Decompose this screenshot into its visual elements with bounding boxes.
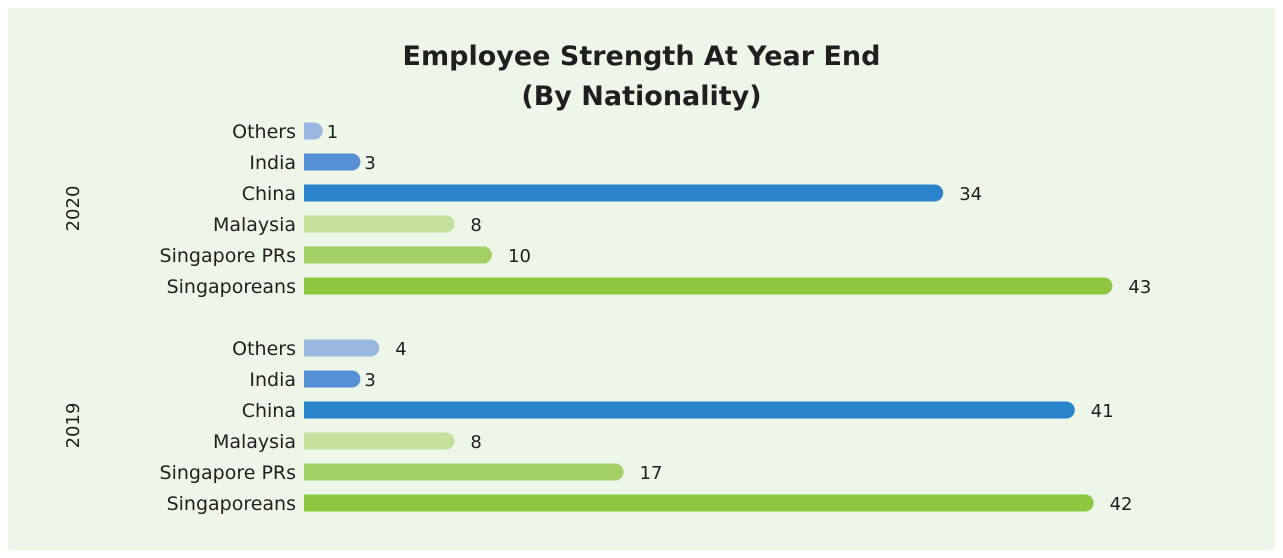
- category-label: India: [249, 369, 296, 391]
- group-label-2020: 2020: [63, 186, 84, 232]
- bar-2020-singapore-prs: [304, 246, 492, 264]
- chart-subtitle: (By Nationality): [521, 81, 762, 112]
- value-label: 3: [364, 370, 375, 391]
- category-label: India: [249, 152, 296, 174]
- value-label: 10: [508, 246, 531, 267]
- category-label: China: [242, 400, 296, 422]
- bar-2020-malaysia: [304, 215, 455, 233]
- value-label: 43: [1128, 277, 1151, 298]
- bar-2020-others: [304, 122, 323, 140]
- bar-2019-india: [304, 370, 361, 388]
- bar-2020-china: [304, 184, 944, 202]
- category-label: Malaysia: [213, 431, 296, 453]
- value-label: 8: [470, 432, 481, 453]
- category-label: Singaporeans: [167, 276, 296, 298]
- bar-2019-others: [304, 339, 380, 357]
- bar-2019-singaporeans: [304, 494, 1094, 512]
- value-label: 3: [364, 153, 375, 174]
- value-label: 17: [640, 463, 663, 484]
- category-label: Singaporeans: [167, 493, 296, 515]
- category-label: Singapore PRs: [160, 245, 296, 267]
- category-label: Others: [232, 121, 296, 143]
- value-label: 1: [327, 122, 338, 143]
- value-label: 8: [470, 215, 481, 236]
- category-label: Others: [232, 338, 296, 360]
- category-label: Malaysia: [213, 214, 296, 236]
- value-label: 34: [959, 184, 982, 205]
- value-label: 41: [1091, 401, 1114, 422]
- bar-2019-malaysia: [304, 432, 455, 450]
- bar-2019-singapore-prs: [304, 463, 624, 481]
- category-label: China: [242, 183, 296, 205]
- value-label: 42: [1110, 494, 1133, 515]
- bar-2020-india: [304, 153, 361, 171]
- bar-2019-china: [304, 401, 1075, 419]
- chart-title: Employee Strength At Year End: [402, 41, 881, 72]
- bar-2020-singaporeans: [304, 277, 1113, 295]
- value-label: 4: [395, 339, 406, 360]
- group-label-2019: 2019: [63, 403, 84, 449]
- category-label: Singapore PRs: [160, 462, 296, 484]
